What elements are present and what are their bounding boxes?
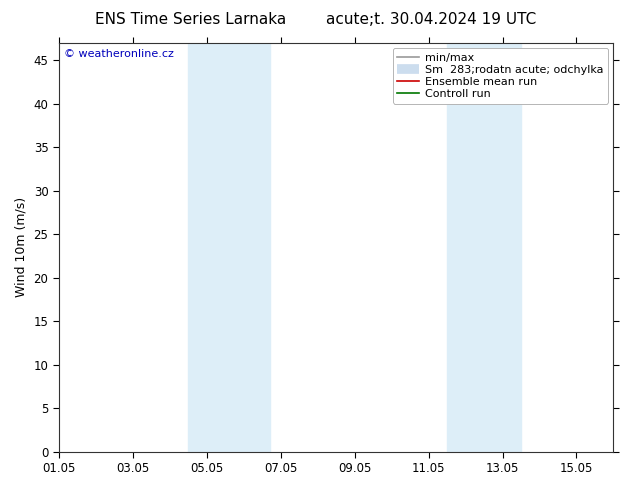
Text: © weatheronline.cz: © weatheronline.cz: [65, 49, 174, 59]
Text: acute;t. 30.04.2024 19 UTC: acute;t. 30.04.2024 19 UTC: [326, 12, 536, 27]
Legend: min/max, Sm  283;rodatn acute; odchylka, Ensemble mean run, Controll run: min/max, Sm 283;rodatn acute; odchylka, …: [392, 48, 608, 104]
Bar: [447, 43, 521, 452]
Text: ENS Time Series Larnaka: ENS Time Series Larnaka: [94, 12, 286, 27]
Bar: [188, 43, 269, 452]
Y-axis label: Wind 10m (m/s): Wind 10m (m/s): [15, 197, 28, 297]
